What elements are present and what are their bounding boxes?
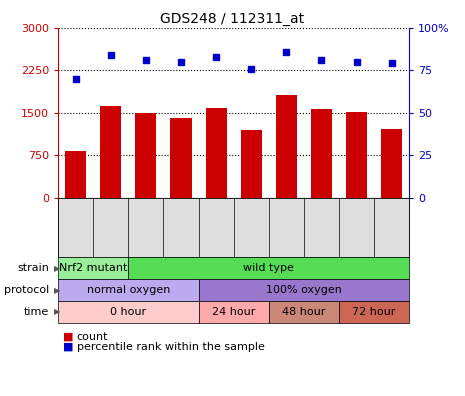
- Bar: [65, 151, 86, 198]
- Text: GDS248 / 112311_at: GDS248 / 112311_at: [160, 12, 305, 26]
- Text: count: count: [77, 331, 108, 342]
- Bar: [276, 95, 297, 198]
- Text: 24 hour: 24 hour: [212, 307, 255, 317]
- Text: wild type: wild type: [243, 263, 294, 273]
- Text: Nrf2 mutant: Nrf2 mutant: [59, 263, 127, 273]
- Text: ▶: ▶: [53, 307, 60, 316]
- Text: strain: strain: [17, 263, 49, 273]
- Text: 48 hour: 48 hour: [282, 307, 326, 317]
- Text: ■: ■: [63, 341, 73, 352]
- Text: 0 hour: 0 hour: [110, 307, 146, 317]
- Bar: [100, 106, 121, 198]
- Bar: [171, 118, 192, 198]
- Text: ▶: ▶: [53, 264, 60, 273]
- Bar: [311, 109, 332, 198]
- Text: percentile rank within the sample: percentile rank within the sample: [77, 341, 265, 352]
- Bar: [381, 129, 402, 198]
- Bar: [241, 130, 262, 198]
- Bar: [346, 112, 367, 198]
- Text: 100% oxygen: 100% oxygen: [266, 285, 342, 295]
- Bar: [135, 113, 156, 198]
- Text: normal oxygen: normal oxygen: [86, 285, 170, 295]
- Bar: [206, 108, 226, 198]
- Text: 72 hour: 72 hour: [352, 307, 396, 317]
- Text: ▶: ▶: [53, 286, 60, 295]
- Text: protocol: protocol: [4, 285, 49, 295]
- Text: time: time: [24, 307, 49, 317]
- Text: ■: ■: [63, 331, 73, 342]
